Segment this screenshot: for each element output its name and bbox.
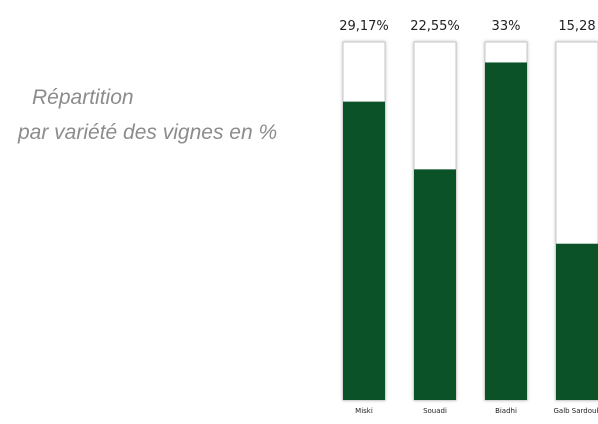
value-label: 22,55%	[410, 19, 460, 34]
x-tick-label: Souadi	[423, 407, 447, 415]
bar	[343, 101, 385, 400]
value-label: 15,28	[558, 19, 595, 34]
x-tick-label: Biadhi	[495, 407, 517, 415]
x-tick-label: Miski	[355, 407, 373, 415]
value-label: 33%	[492, 19, 521, 34]
chart-title: par variété des vignes en %	[17, 121, 277, 144]
bar	[485, 62, 527, 400]
bar	[414, 169, 456, 400]
value-label: 29,17%	[339, 19, 389, 34]
x-tick-label: Galb Sardouk	[553, 407, 598, 415]
chart-title: Répartition	[32, 86, 134, 109]
bar	[556, 243, 598, 400]
